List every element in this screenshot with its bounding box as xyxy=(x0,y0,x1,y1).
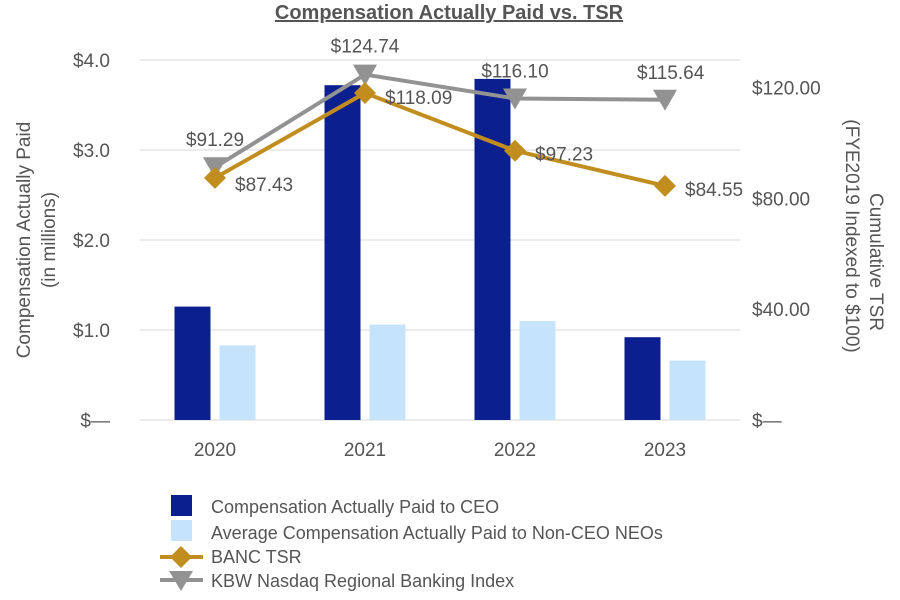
left-axis-ticks: $— $1.0 $2.0 $3.0 $4.0 xyxy=(73,51,110,432)
x-tick-label: 2023 xyxy=(644,440,686,461)
banc-marker-2023 xyxy=(654,174,676,197)
kbw-marker-2021 xyxy=(353,64,377,86)
legend-swatch-neo xyxy=(171,520,192,541)
legend-label-neo: Average Compensation Actually Paid to No… xyxy=(211,523,663,543)
legend: Compensation Actually Paid to CEO Average… xyxy=(160,495,663,591)
kbw-data-label: $116.10 xyxy=(481,61,548,82)
kbw-data-label: $91.29 xyxy=(186,130,244,151)
left-axis-label-line1: Compensation Actually Paid xyxy=(14,122,35,359)
x-tick-label: 2020 xyxy=(194,440,236,461)
legend-label-banc: BANC TSR xyxy=(211,547,302,567)
line-banc-tsr xyxy=(214,90,666,188)
kbw-data-label: $124.74 xyxy=(331,37,400,58)
chart-title: Compensation Actually Paid vs. TSR xyxy=(275,2,624,24)
left-tick-label: $— xyxy=(80,411,110,432)
left-axis-label-line2: (in millions) xyxy=(39,192,60,288)
bar-neo-2022 xyxy=(519,321,556,420)
banc-marker-2022 xyxy=(504,139,526,162)
bar-ceo-2022 xyxy=(474,78,511,421)
bar-neo-2020 xyxy=(219,345,256,420)
legend-label-kbw: KBW Nasdaq Regional Banking Index xyxy=(211,571,514,591)
bar-neo-2023 xyxy=(669,360,706,420)
bar-ceo-2021 xyxy=(324,85,361,420)
right-tick-label: $120.00 xyxy=(752,79,821,100)
left-tick-label: $4.0 xyxy=(73,51,110,72)
legend-marker-banc xyxy=(170,546,192,568)
right-tick-label: $40.00 xyxy=(752,300,810,321)
bar-ceo-2023 xyxy=(624,337,661,420)
line-kbw-index xyxy=(213,72,666,169)
legend-label-ceo: Compensation Actually Paid to CEO xyxy=(211,497,499,517)
right-axis-label-line2: (FYE2019 Indexed to $100) xyxy=(841,119,862,352)
legend-swatch-ceo xyxy=(171,495,192,516)
bars xyxy=(174,78,706,421)
right-tick-label: $80.00 xyxy=(752,189,810,210)
x-tick-label: 2022 xyxy=(494,440,536,461)
right-axis-ticks: $— $40.00 $80.00 $120.00 xyxy=(752,79,821,432)
left-tick-label: $1.0 xyxy=(73,321,110,342)
banc-data-label: $97.23 xyxy=(535,145,593,166)
banc-marker-2021 xyxy=(354,81,376,104)
banc-data-label: $84.55 xyxy=(685,180,743,201)
bar-neo-2021 xyxy=(369,324,406,420)
legend-marker-kbw xyxy=(169,571,193,591)
kbw-data-label: $115.64 xyxy=(637,63,705,84)
kbw-marker-2022 xyxy=(503,88,527,110)
right-axis-label-line1: Cumulative TSR xyxy=(865,193,886,331)
banc-data-label: $87.43 xyxy=(235,175,293,196)
bar-ceo-2020 xyxy=(174,306,211,420)
lines: $87.43 $118.09 $97.23 $84.55 $91.29 $124.74 $1… xyxy=(186,37,743,201)
right-tick-label: $— xyxy=(752,411,782,432)
banc-data-label: $118.09 xyxy=(385,88,452,109)
left-tick-label: $2.0 xyxy=(73,231,110,252)
kbw-marker-2023 xyxy=(653,89,677,111)
banc-marker-2020 xyxy=(204,166,226,189)
left-tick-label: $3.0 xyxy=(73,141,110,162)
x-tick-label: 2021 xyxy=(344,440,386,461)
x-axis-ticks: 2020 2021 2022 2023 xyxy=(194,440,686,461)
